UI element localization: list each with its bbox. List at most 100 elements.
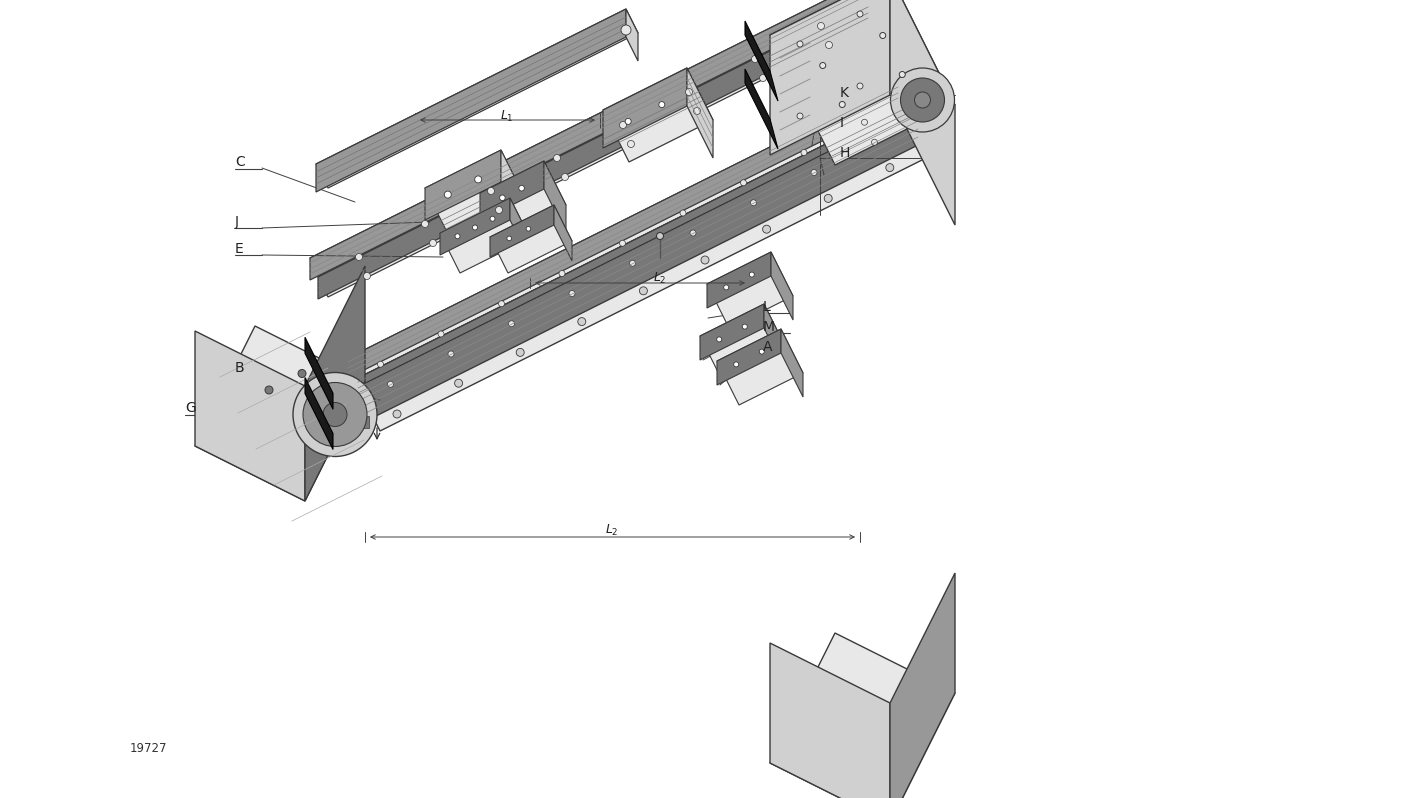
- Circle shape: [801, 149, 807, 156]
- Polygon shape: [480, 161, 567, 237]
- Polygon shape: [707, 252, 792, 328]
- Circle shape: [760, 349, 764, 354]
- Polygon shape: [626, 9, 638, 61]
- Circle shape: [690, 230, 696, 236]
- Circle shape: [508, 321, 514, 326]
- Text: M: M: [763, 320, 775, 334]
- Polygon shape: [604, 68, 687, 148]
- Circle shape: [760, 74, 767, 81]
- Circle shape: [862, 119, 868, 125]
- Text: $L_2$: $L_2$: [605, 523, 619, 538]
- Circle shape: [890, 68, 954, 132]
- Circle shape: [797, 41, 802, 47]
- Circle shape: [900, 78, 944, 122]
- Text: $L_2$: $L_2$: [653, 271, 667, 286]
- Polygon shape: [348, 83, 897, 378]
- Circle shape: [500, 195, 506, 200]
- Text: B: B: [234, 361, 244, 375]
- Circle shape: [818, 22, 825, 30]
- Circle shape: [750, 272, 754, 277]
- Polygon shape: [770, 633, 956, 798]
- Polygon shape: [890, 0, 956, 225]
- Polygon shape: [764, 304, 787, 372]
- Polygon shape: [554, 205, 572, 261]
- Circle shape: [554, 155, 561, 161]
- Text: E: E: [234, 242, 244, 256]
- Text: A: A: [763, 340, 772, 354]
- Polygon shape: [781, 329, 802, 397]
- Polygon shape: [317, 9, 626, 192]
- Polygon shape: [501, 150, 530, 238]
- Polygon shape: [480, 161, 544, 221]
- Circle shape: [302, 382, 366, 447]
- Circle shape: [444, 191, 452, 198]
- Text: $L_1$: $L_1$: [500, 109, 514, 124]
- Polygon shape: [861, 0, 870, 25]
- Text: G: G: [185, 401, 196, 415]
- Polygon shape: [195, 331, 305, 501]
- Circle shape: [751, 56, 758, 62]
- Circle shape: [872, 139, 878, 145]
- Circle shape: [619, 240, 625, 247]
- Polygon shape: [361, 416, 369, 428]
- Polygon shape: [544, 161, 567, 233]
- Polygon shape: [868, 2, 878, 44]
- Circle shape: [517, 349, 524, 357]
- Polygon shape: [358, 103, 907, 398]
- Polygon shape: [907, 103, 917, 143]
- Polygon shape: [358, 107, 917, 425]
- Polygon shape: [687, 68, 713, 158]
- Circle shape: [429, 239, 436, 247]
- Polygon shape: [318, 2, 868, 299]
- Circle shape: [525, 227, 531, 231]
- Circle shape: [578, 318, 586, 326]
- Polygon shape: [771, 252, 792, 320]
- Circle shape: [474, 176, 481, 183]
- Polygon shape: [770, 0, 890, 155]
- Polygon shape: [305, 266, 365, 501]
- Circle shape: [364, 272, 371, 279]
- Text: C: C: [234, 155, 244, 169]
- Circle shape: [811, 169, 816, 176]
- Circle shape: [507, 236, 511, 241]
- Polygon shape: [770, 0, 956, 165]
- Polygon shape: [305, 377, 334, 449]
- Circle shape: [899, 72, 906, 77]
- Circle shape: [858, 11, 863, 17]
- Circle shape: [561, 173, 568, 180]
- Circle shape: [621, 25, 630, 35]
- Circle shape: [656, 232, 663, 239]
- Circle shape: [858, 83, 863, 89]
- Circle shape: [322, 402, 346, 426]
- Polygon shape: [890, 573, 956, 798]
- Circle shape: [447, 351, 454, 357]
- Polygon shape: [310, 0, 861, 280]
- Circle shape: [886, 164, 893, 172]
- Text: H: H: [841, 146, 851, 160]
- Circle shape: [496, 207, 503, 214]
- Polygon shape: [707, 252, 771, 308]
- Circle shape: [266, 386, 273, 394]
- Circle shape: [619, 121, 626, 128]
- Text: 19727: 19727: [131, 741, 168, 754]
- Circle shape: [751, 200, 757, 206]
- Circle shape: [717, 337, 721, 342]
- Circle shape: [639, 286, 648, 294]
- Circle shape: [388, 381, 393, 387]
- Circle shape: [825, 41, 832, 49]
- Circle shape: [839, 101, 845, 108]
- Circle shape: [437, 331, 444, 337]
- Polygon shape: [317, 9, 638, 188]
- Circle shape: [680, 210, 686, 216]
- Circle shape: [743, 324, 747, 329]
- Circle shape: [473, 225, 477, 230]
- Circle shape: [693, 108, 700, 114]
- Polygon shape: [717, 329, 802, 405]
- Polygon shape: [770, 643, 890, 798]
- Text: I: I: [841, 116, 843, 130]
- Circle shape: [498, 301, 504, 306]
- Circle shape: [293, 373, 376, 456]
- Polygon shape: [195, 326, 365, 501]
- Circle shape: [763, 225, 771, 233]
- Circle shape: [298, 369, 305, 377]
